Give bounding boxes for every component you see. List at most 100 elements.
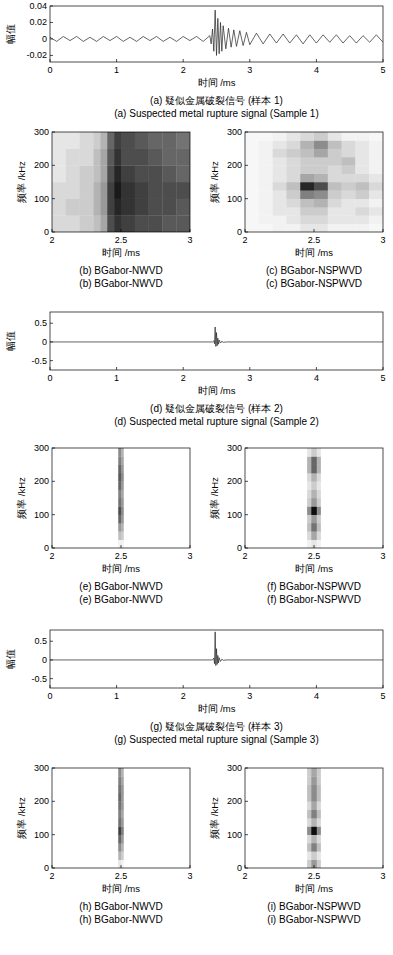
- caption-cn: (h) BGabor-NWVD: [79, 901, 162, 912]
- heat-cell: [321, 826, 383, 835]
- heat-cell: [317, 473, 321, 482]
- heat-cell: [149, 149, 163, 166]
- heat-cell: [135, 132, 149, 149]
- heat-cell: [124, 465, 190, 474]
- heat-cell: [317, 860, 321, 868]
- heat-cell: [311, 835, 317, 844]
- x-tick-label: 2.5: [308, 551, 321, 561]
- heat-cell: [286, 207, 300, 216]
- heat-cell: [107, 182, 114, 199]
- x-tick-label: 3: [247, 373, 252, 383]
- heat-cell: [321, 851, 383, 860]
- heat-cell: [307, 531, 311, 540]
- heat-cell: [118, 785, 121, 794]
- heat-cell: [314, 224, 328, 232]
- heat-cell: [121, 132, 135, 149]
- heat-cell: [52, 199, 66, 216]
- heat-cell: [121, 465, 124, 474]
- heat-cell: [176, 199, 190, 216]
- x-tick-label: 5: [380, 373, 385, 383]
- heat-cell: [100, 182, 107, 199]
- heat-cell: [245, 826, 307, 835]
- heat-cell: [52, 531, 119, 540]
- heat-cell: [321, 785, 383, 794]
- x-axis-label: 时间 /ms: [102, 563, 140, 574]
- caption-cn: (f) BGabor-NSPWVD: [267, 581, 361, 592]
- heat-cell: [52, 826, 119, 835]
- heat-cell: [321, 835, 383, 844]
- heat-cell: [321, 515, 383, 524]
- heat-cell: [311, 776, 317, 785]
- heat-cell: [314, 182, 328, 191]
- x-tick-label: 3: [247, 691, 252, 701]
- plot-area: [50, 630, 383, 688]
- heat-cell: [311, 490, 317, 499]
- heat-cell: [321, 810, 383, 819]
- heat-cell: [245, 860, 307, 868]
- heat-cell: [321, 456, 383, 465]
- heat-cell: [107, 199, 114, 216]
- caption-en: (h) BGabor-NWVD: [79, 914, 162, 925]
- heat-cell: [93, 182, 100, 199]
- heat-cell: [93, 165, 100, 182]
- heat-cell: [311, 531, 317, 540]
- heat-cell: [328, 165, 342, 174]
- heat-cell: [321, 776, 383, 785]
- heat-cell: [245, 835, 307, 844]
- plot-frame: [245, 132, 383, 232]
- heat-cell: [124, 851, 190, 860]
- y-tick-label: -0.02: [26, 50, 47, 60]
- heat-cell: [124, 540, 190, 548]
- heat-cell: [80, 132, 94, 149]
- heat-cell: [307, 456, 311, 465]
- heat-cell: [100, 149, 107, 166]
- heat-cell: [311, 818, 317, 827]
- heat-cell: [369, 215, 383, 224]
- heat-cell: [300, 140, 314, 149]
- caption-en: (d) Suspected metal rupture signal (Samp…: [114, 416, 319, 427]
- heat-cell: [355, 149, 369, 158]
- caption-cn: (e) BGabor-NWVD: [79, 581, 162, 592]
- heat-cell: [124, 523, 190, 532]
- heat-cell: [162, 165, 176, 182]
- heat-cell: [300, 182, 314, 191]
- caption-cn: (b) BGabor-NWVD: [79, 265, 162, 276]
- y-tick: [52, 232, 55, 233]
- heat-cell: [118, 490, 121, 499]
- x-tick-label: 3: [380, 551, 385, 561]
- heat-cell: [300, 174, 314, 183]
- heat-cell: [342, 174, 356, 183]
- heat-cell: [300, 224, 314, 232]
- heat-cell: [245, 801, 307, 810]
- plot-frame: [245, 448, 383, 548]
- heat-cell: [355, 182, 369, 191]
- heat-cell: [314, 132, 328, 141]
- heat-cell: [273, 215, 287, 224]
- y-tick-label: -0.5: [31, 356, 47, 366]
- y-tick: [50, 6, 53, 7]
- heat-cell: [118, 498, 121, 507]
- x-tick: [383, 865, 384, 868]
- x-tick-label: 1: [114, 691, 119, 701]
- heat-cell: [307, 768, 311, 777]
- plot-background: [245, 768, 383, 868]
- heat-cell: [307, 473, 311, 482]
- heat-cell: [52, 810, 119, 819]
- heat-cell: [286, 224, 300, 232]
- heat-cell: [314, 199, 328, 208]
- heat-cell: [80, 149, 94, 166]
- heat-cell: [317, 818, 321, 827]
- heat-cell: [369, 207, 383, 216]
- heat-cell: [80, 165, 94, 182]
- heat-cell: [355, 157, 369, 166]
- x-tick: [383, 367, 384, 370]
- x-tick-label: 2.5: [308, 871, 321, 881]
- plot-background: [52, 768, 190, 868]
- x-tick-label: 2: [242, 551, 247, 561]
- y-tick-label: 300: [34, 127, 49, 137]
- heat-cell: [121, 793, 124, 802]
- plot-frame: [245, 768, 383, 868]
- heat-cell: [311, 465, 317, 474]
- y-axis-label: 幅值: [5, 331, 16, 351]
- x-tick: [190, 229, 191, 232]
